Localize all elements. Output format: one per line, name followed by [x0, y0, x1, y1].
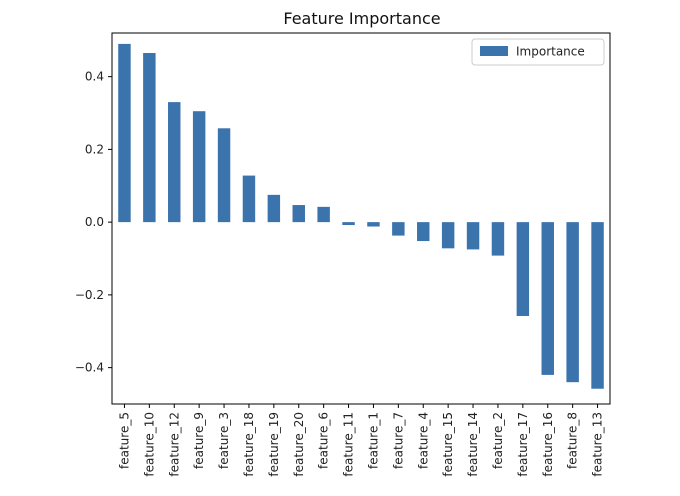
x-tick-label: feature_14 — [466, 412, 480, 477]
x-tick-label: feature_16 — [541, 412, 555, 477]
legend-swatch — [480, 46, 508, 56]
x-tick-label: feature_9 — [192, 412, 206, 469]
bar-feature_16 — [541, 222, 554, 375]
bar-feature_12 — [168, 102, 181, 223]
bar-feature_17 — [516, 222, 530, 316]
x-tick-label: feature_18 — [242, 412, 256, 477]
bar-feature_8 — [566, 222, 579, 383]
x-tick-label: feature_5 — [117, 412, 131, 469]
legend-box — [471, 38, 605, 66]
bars-group — [118, 43, 604, 389]
x-tick-label: feature_3 — [217, 412, 231, 469]
x-tick-label: feature_8 — [566, 412, 580, 469]
bar-feature_15 — [441, 222, 455, 249]
bar-feature_5 — [118, 43, 131, 223]
plot-frame — [111, 32, 611, 405]
bar-feature_20 — [292, 205, 305, 223]
bar-feature_13 — [591, 222, 604, 389]
y-tick-label: 0.0 — [85, 215, 104, 229]
bar-feature_18 — [242, 175, 256, 223]
x-tick-label: feature_10 — [142, 412, 156, 477]
bar-feature_1 — [367, 222, 380, 227]
bar-feature_11 — [342, 222, 355, 226]
bar-feature_7 — [392, 222, 405, 236]
legend: Importance — [471, 38, 605, 66]
chart-title: Feature Importance — [283, 9, 440, 28]
bar-feature_4 — [417, 222, 430, 242]
x-tick-label: feature_15 — [441, 412, 455, 477]
x-tick-label: feature_4 — [416, 412, 430, 469]
bar-feature_6 — [317, 206, 330, 223]
bar-feature_14 — [466, 222, 480, 250]
bar-feature_9 — [192, 111, 206, 223]
x-tick-label: feature_11 — [342, 412, 356, 477]
x-tick-label: feature_20 — [292, 412, 306, 477]
y-tick-label: 0.2 — [85, 142, 104, 156]
x-tick-label: feature_7 — [391, 412, 405, 469]
bar-feature_19 — [267, 194, 281, 223]
y-tick-label: −0.4 — [75, 361, 104, 375]
x-tick-label: feature_19 — [267, 412, 281, 477]
x-tick-label: feature_12 — [167, 412, 181, 477]
y-tick-label: −0.2 — [75, 288, 104, 302]
bar-feature_3 — [217, 128, 231, 223]
y-axis: −0.4 −0.2 0.0 0.2 0.4 — [75, 70, 112, 375]
x-tick-label: feature_17 — [516, 412, 530, 477]
legend-label: Importance — [516, 45, 585, 59]
x-tick-label: feature_13 — [591, 412, 605, 477]
x-tick-label: feature_6 — [317, 412, 331, 469]
x-tick-label: feature_1 — [366, 412, 380, 469]
x-axis: feature_5 feature_10 feature_12 feature_9 fe… — [117, 404, 605, 477]
bar-feature_2 — [491, 222, 505, 256]
y-tick-label: 0.4 — [85, 70, 104, 84]
x-tick-label: feature_2 — [491, 412, 505, 469]
bar-feature_10 — [143, 53, 156, 223]
